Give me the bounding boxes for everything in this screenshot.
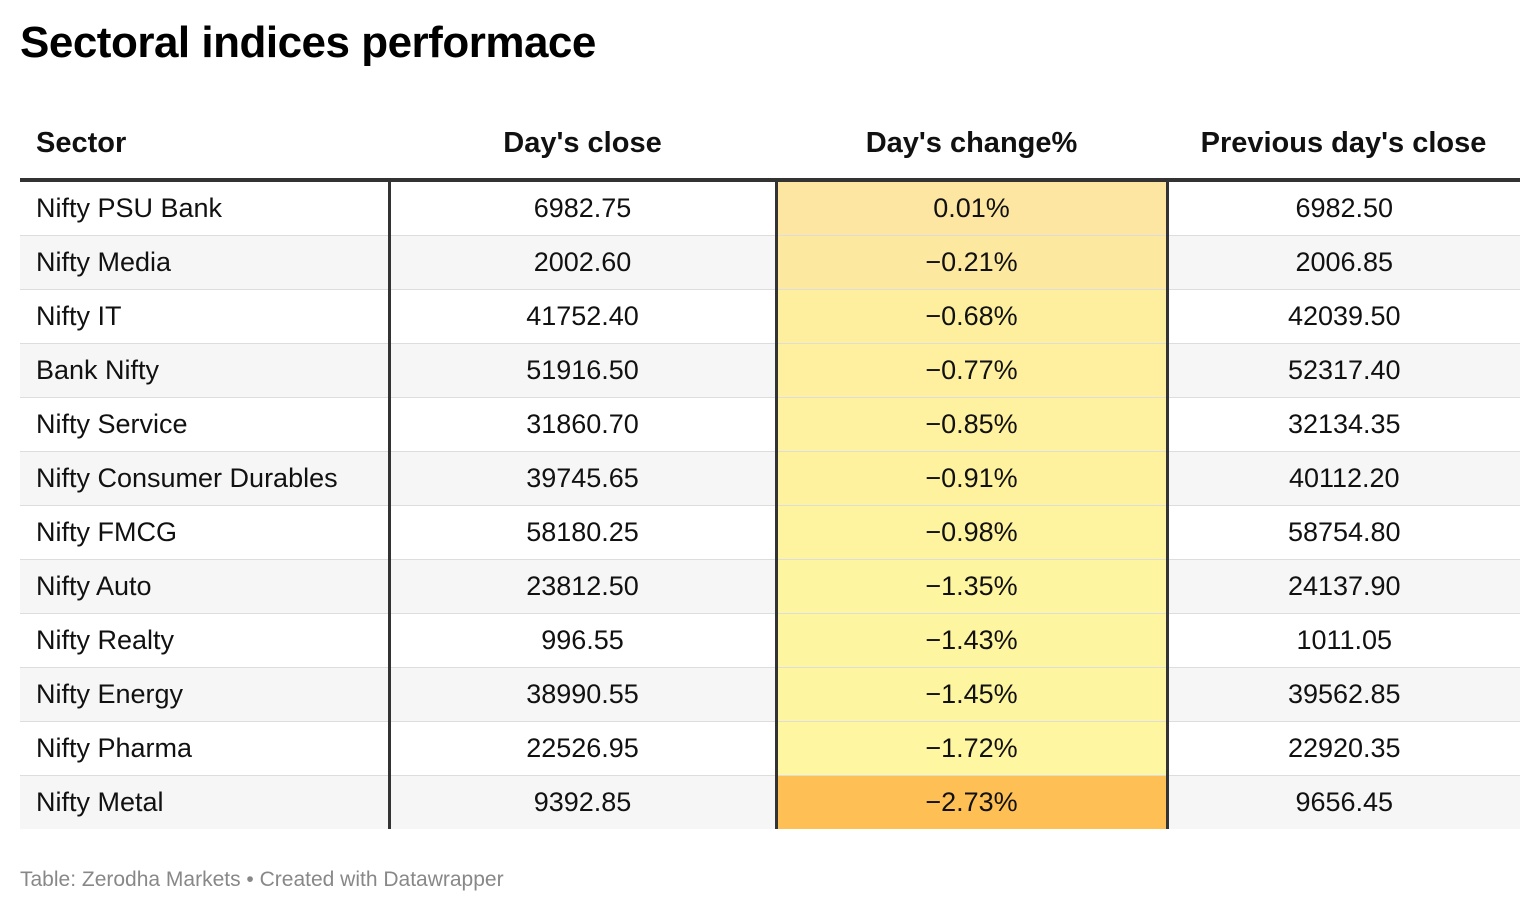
cell-days-change: −0.68% — [776, 289, 1169, 344]
cell-sector: Nifty Service — [20, 397, 391, 452]
cell-days-change: −0.98% — [776, 505, 1169, 560]
cell-days-close: 41752.40 — [389, 289, 778, 344]
cell-sector: Nifty Realty — [20, 613, 391, 668]
table-row: Nifty Energy 38990.55 −1.45% 39562.85 — [20, 667, 1520, 722]
column-header-days-close[interactable]: Day's close — [389, 108, 776, 182]
cell-days-change: −1.35% — [776, 559, 1169, 614]
table-body: Nifty PSU Bank 6982.75 0.01% 6982.50 Nifty M… — [20, 180, 1520, 829]
cell-sector: Nifty Pharma — [20, 721, 391, 776]
cell-days-change: 0.01% — [776, 180, 1169, 236]
cell-days-close: 6982.75 — [389, 180, 778, 236]
cell-days-close: 39745.65 — [389, 451, 778, 506]
table-row: Nifty PSU Bank 6982.75 0.01% 6982.50 — [20, 180, 1520, 236]
cell-days-close: 31860.70 — [389, 397, 778, 452]
chart-title: Sectoral indices performace — [20, 18, 596, 67]
cell-sector: Nifty Metal — [20, 775, 391, 829]
table-row: Nifty Service 31860.70 −0.85% 32134.35 — [20, 397, 1520, 452]
cell-days-change: −2.73% — [776, 775, 1169, 829]
table-row: Nifty Pharma 22526.95 −1.72% 22920.35 — [20, 721, 1520, 776]
cell-previous-close: 2006.85 — [1167, 235, 1520, 290]
cell-previous-close: 52317.40 — [1167, 343, 1520, 398]
cell-days-change: −0.77% — [776, 343, 1169, 398]
table-row: Nifty Realty 996.55 −1.43% 1011.05 — [20, 613, 1520, 668]
source-footer: Table: Zerodha Markets • Created with Da… — [20, 868, 504, 891]
cell-previous-close: 32134.35 — [1167, 397, 1520, 452]
cell-days-close: 2002.60 — [389, 235, 778, 290]
column-header-days-change[interactable]: Day's change% — [776, 108, 1167, 182]
cell-sector: Nifty PSU Bank — [20, 180, 391, 236]
cell-days-change: −0.21% — [776, 235, 1169, 290]
table-row: Nifty Metal 9392.85 −2.73% 9656.45 — [20, 775, 1520, 829]
cell-sector: Nifty FMCG — [20, 505, 391, 560]
cell-days-close: 996.55 — [389, 613, 778, 668]
table-row: Nifty FMCG 58180.25 −0.98% 58754.80 — [20, 505, 1520, 560]
cell-previous-close: 58754.80 — [1167, 505, 1520, 560]
table-row: Nifty Consumer Durables 39745.65 −0.91% 401… — [20, 451, 1520, 506]
cell-previous-close: 42039.50 — [1167, 289, 1520, 344]
cell-sector: Nifty Consumer Durables — [20, 451, 391, 506]
cell-previous-close: 22920.35 — [1167, 721, 1520, 776]
cell-days-close: 51916.50 — [389, 343, 778, 398]
cell-days-change: −1.72% — [776, 721, 1169, 776]
cell-days-close: 38990.55 — [389, 667, 778, 722]
cell-days-close: 22526.95 — [389, 721, 778, 776]
cell-previous-close: 39562.85 — [1167, 667, 1520, 722]
cell-previous-close: 40112.20 — [1167, 451, 1520, 506]
cell-days-close: 9392.85 — [389, 775, 778, 829]
column-header-previous-close[interactable]: Previous day's close — [1167, 108, 1520, 182]
sector-table-container: Sector Day's close Day's change% Previou… — [20, 108, 1520, 829]
cell-days-change: −1.45% — [776, 667, 1169, 722]
sector-table: Sector Day's close Day's change% Previou… — [20, 108, 1520, 829]
cell-previous-close: 9656.45 — [1167, 775, 1520, 829]
cell-sector: Nifty Energy — [20, 667, 391, 722]
cell-days-change: −0.85% — [776, 397, 1169, 452]
table-row: Nifty Auto 23812.50 −1.35% 24137.90 — [20, 559, 1520, 614]
cell-days-change: −1.43% — [776, 613, 1169, 668]
cell-days-change: −0.91% — [776, 451, 1169, 506]
table-row: Nifty Media 2002.60 −0.21% 2006.85 — [20, 235, 1520, 290]
cell-sector: Nifty Media — [20, 235, 391, 290]
table-header-row: Sector Day's close Day's change% Previou… — [20, 108, 1520, 182]
cell-days-close: 58180.25 — [389, 505, 778, 560]
table-row: Bank Nifty 51916.50 −0.77% 52317.40 — [20, 343, 1520, 398]
cell-previous-close: 6982.50 — [1167, 180, 1520, 236]
cell-sector: Bank Nifty — [20, 343, 391, 398]
column-header-sector[interactable]: Sector — [20, 108, 389, 182]
cell-days-close: 23812.50 — [389, 559, 778, 614]
cell-sector: Nifty IT — [20, 289, 391, 344]
cell-previous-close: 24137.90 — [1167, 559, 1520, 614]
table-row: Nifty IT 41752.40 −0.68% 42039.50 — [20, 289, 1520, 344]
cell-previous-close: 1011.05 — [1167, 613, 1520, 668]
cell-sector: Nifty Auto — [20, 559, 391, 614]
